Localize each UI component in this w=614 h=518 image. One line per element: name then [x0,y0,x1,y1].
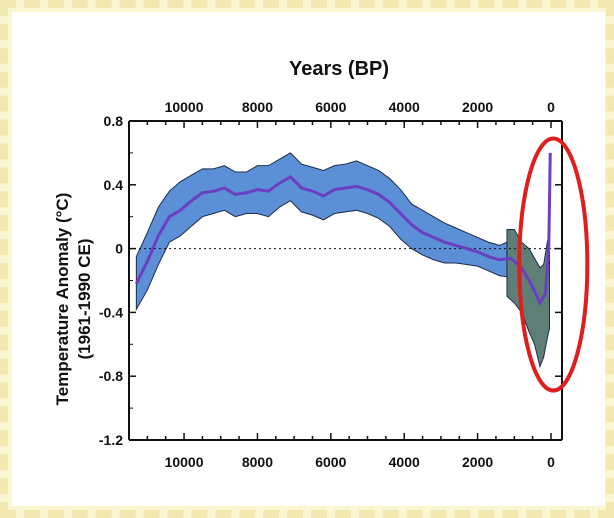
y-tick-label: -0.4 [99,304,123,320]
x-tick-label-bottom: 2000 [462,454,493,470]
mean-temperature-line [134,152,552,307]
x-tick-label-bottom: 6000 [315,454,346,470]
y-axis-label: Temperature Anomaly (°C) [53,193,72,406]
x-tick-label-bottom: 8000 [242,454,273,470]
x-tick-label-top: 2000 [462,99,493,115]
plot-layer: 10000 10000 8000 8000 6000 6000 4000 4000 2000 20… [99,99,590,470]
x-tick-label-bottom: 10000 [165,454,204,470]
chart-svg: Years (BP) Temperature Anomaly (°C) (196… [53,58,590,470]
x-tick-label-top: 10000 [165,99,204,115]
y-tick-label: -0.8 [99,368,123,384]
y-axis-label-group: Temperature Anomaly (°C) (1961-1990 CE) [53,193,94,406]
y-tick-label: 0 [115,241,123,257]
y-tick-label: -1.2 [99,432,123,448]
x-tick-label-top: 0 [547,99,555,115]
x-tick-label-top: 4000 [389,99,420,115]
y-tick-label: 0.8 [104,113,124,129]
x-tick-label-bottom: 0 [547,454,555,470]
x-tick-label-top: 8000 [242,99,273,115]
y-axis-sublabel: (1961-1990 CE) [75,239,94,360]
x-tick-label-bottom: 4000 [389,454,420,470]
chart-title: Years (BP) [289,58,389,80]
highlight-ellipse [517,136,590,393]
chart-panel: Years (BP) Temperature Anomaly (°C) (196… [12,12,605,506]
x-tick-label-top: 6000 [315,99,346,115]
uncertainty_band [135,152,512,312]
y-tick-label: 0.4 [104,177,124,193]
